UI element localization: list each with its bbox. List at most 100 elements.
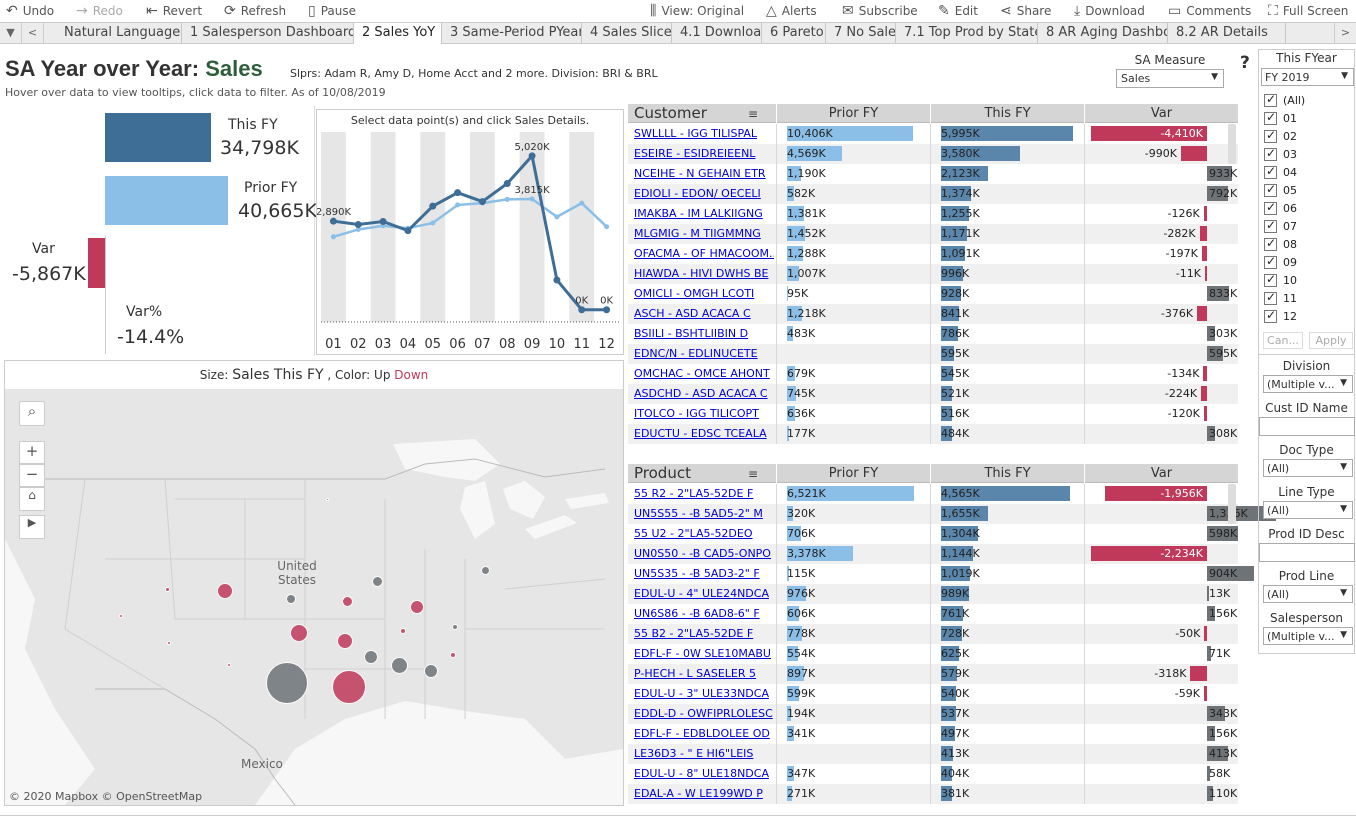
grid-col-header[interactable]: This FY	[930, 464, 1084, 483]
sa-measure-select[interactable]: Sales ▼	[1116, 69, 1224, 88]
var-bar-negative[interactable]	[1190, 666, 1207, 681]
table-row[interactable]: EDUCTU - EDSC TCEALA 177K 484K 308K	[628, 424, 1238, 444]
data-point[interactable]	[354, 221, 362, 229]
prior-fy-bar[interactable]	[787, 526, 801, 541]
var-bar-positive[interactable]	[1207, 646, 1211, 661]
checkbox[interactable]	[1264, 92, 1277, 107]
grid-col-header[interactable]: This FY	[930, 104, 1084, 123]
row-name-link[interactable]: EDDL-D - OWFIPRLOLESC	[634, 707, 773, 720]
var-bar-positive[interactable]	[1207, 326, 1215, 341]
prior-fy-bar[interactable]	[787, 226, 805, 241]
prior-fy-bar[interactable]	[787, 366, 796, 381]
map-circle[interactable]	[119, 614, 123, 618]
var-bar-positive[interactable]	[1207, 746, 1229, 761]
fyear-checkbox-item[interactable]: 05	[1264, 182, 1297, 198]
var-bar-negative[interactable]	[1204, 626, 1207, 641]
sales-map[interactable]: Size: Sales This FY , Color: Up Down	[4, 360, 624, 806]
var-bar-positive[interactable]	[1207, 186, 1228, 201]
table-row[interactable]: UN5S55 - -B 5AD5-2" M 320K 1,655K 1,336K	[628, 504, 1277, 524]
data-point[interactable]	[579, 200, 585, 206]
map-circle[interactable]	[164, 586, 170, 592]
row-name-link[interactable]: EDFL-F - EDBLDOLEE OD	[634, 727, 770, 740]
this-fy-bar[interactable]	[941, 186, 972, 201]
this-fy-bar[interactable]	[941, 246, 965, 261]
checkbox[interactable]	[1264, 164, 1277, 179]
var-bar-negative[interactable]	[1197, 306, 1207, 321]
table-row[interactable]: EDUL-U - 8" ULE18NDCA 347K 404K 58K	[628, 764, 1238, 784]
table-row[interactable]: BSIILI - BSHTLIIBIN D 483K 786K 303K	[628, 324, 1238, 344]
row-name-link[interactable]: SWLLLL - IGG TILISPAL	[634, 127, 758, 140]
data-point[interactable]	[355, 226, 361, 232]
share-button[interactable]: ⋖ Share	[1000, 3, 1051, 19]
redo-button[interactable]: → Redo	[76, 3, 123, 19]
table-row[interactable]: ESEIRE - ESIDREIEENL 4,569K 3,580K -990K	[628, 144, 1238, 164]
data-point[interactable]	[604, 224, 610, 230]
this-fy-bar[interactable]	[941, 306, 960, 321]
data-point[interactable]	[553, 276, 561, 284]
fyear-checkbox-item[interactable]: 01	[1264, 110, 1297, 126]
checkbox[interactable]	[1264, 128, 1277, 143]
row-name-link[interactable]: EDIOLI - EDON/ OECELI	[634, 187, 761, 200]
this-fy-bar[interactable]	[941, 166, 988, 181]
map-circle[interactable]	[337, 633, 353, 649]
row-name-link[interactable]: ASDCHD - ASD ACACA C	[634, 387, 768, 400]
row-name-link[interactable]: ASCH - ASD ACACA C	[634, 307, 751, 320]
table-row[interactable]: EDNC/N - EDLINUCETE 595K 595K	[628, 344, 1238, 364]
this-fy-bar[interactable]	[941, 726, 956, 741]
this-fy-bar[interactable]	[941, 386, 953, 401]
row-name-link[interactable]: EDUL-U - 8" ULE18NDCA	[634, 767, 769, 780]
fyear-checkbox-item[interactable]: 04	[1264, 164, 1297, 180]
filter-select[interactable]: (Multiple v... ▼	[1263, 375, 1353, 393]
row-name-link[interactable]: UN6S86 - -B 6AD8-6" F	[634, 607, 760, 620]
data-point[interactable]	[603, 306, 611, 314]
data-point[interactable]	[430, 220, 436, 226]
checkbox[interactable]	[1264, 308, 1277, 323]
table-row[interactable]: 55 U2 - 2"LA5-52DEO 706K 1,304K 598K	[628, 524, 1239, 544]
prior-fy-bar[interactable]	[787, 566, 790, 581]
subscribe-button[interactable]: ✉ Subscribe	[842, 3, 918, 19]
prior-fy-bar[interactable]	[787, 486, 914, 501]
fyear-checkbox-item[interactable]: 09	[1264, 254, 1297, 270]
fyear-checkbox-item[interactable]: 12	[1264, 308, 1297, 324]
map-circle[interactable]	[167, 641, 171, 645]
pause-button[interactable]: ▯ Pause	[308, 3, 356, 19]
checkbox[interactable]	[1264, 272, 1277, 287]
table-row[interactable]: OMCHAC - OMCE AHONT 679K 545K -134K	[628, 364, 1238, 384]
filter-input[interactable]	[1259, 543, 1355, 562]
prior-fy-bar[interactable]	[787, 766, 794, 781]
map-circle[interactable]	[341, 595, 353, 607]
data-point[interactable]	[379, 217, 387, 225]
table-row[interactable]: IMAKBA - IM LALKIIGNG 1,381K 1,255K -126K	[628, 204, 1238, 224]
var-bar-negative[interactable]	[1199, 226, 1207, 241]
table-row[interactable]: ASDCHD - ASD ACACA C 745K 521K -224K	[628, 384, 1238, 404]
var-bar-negative[interactable]	[1201, 246, 1207, 261]
table-row[interactable]: UN5S35 - -B 5AD3-2" F 115K 1,019K 904K	[628, 564, 1254, 584]
series-line-0[interactable]	[333, 152, 607, 312]
comments-button[interactable]: ▭ Comments	[1168, 3, 1251, 19]
this-fy-bar[interactable]	[941, 546, 974, 561]
home-icon[interactable]: ⌂	[19, 487, 45, 511]
fyear-checkbox-item[interactable]: 08	[1264, 236, 1297, 252]
row-name-link[interactable]: LE36D3 - " E HI6"LEIS	[634, 747, 754, 760]
tab-next-icon[interactable]: >	[1334, 23, 1356, 43]
map-circle[interactable]	[400, 628, 406, 634]
grid-scrollbar[interactable]	[1228, 484, 1236, 524]
this-fy-bar[interactable]	[941, 126, 1073, 141]
table-row[interactable]: EDFL-F - 0W SLE10MABU 554K 625K 71K	[628, 644, 1238, 664]
prior-fy-bar[interactable]	[787, 666, 805, 681]
filter-select[interactable]: (All) ▼	[1263, 585, 1353, 603]
table-row[interactable]: LE36D3 - " E HI6"LEIS 413K 413K	[628, 744, 1238, 764]
grid-col-header[interactable]: Var	[1084, 104, 1238, 123]
row-name-link[interactable]: ESEIRE - ESIDREIEENL	[634, 147, 756, 160]
var-bar-positive[interactable]	[1207, 726, 1216, 741]
zoom-in-icon[interactable]: +	[19, 441, 45, 464]
data-point[interactable]	[554, 214, 560, 220]
row-name-link[interactable]: UN5S55 - -B 5AD5-2" M	[634, 507, 763, 520]
tab-8-ar-aging-dashboard[interactable]: 8 AR Aging Dashboard	[1038, 23, 1168, 43]
tab-menu-icon[interactable]: ▼	[0, 23, 22, 43]
map-circle[interactable]	[290, 624, 308, 642]
checkbox[interactable]	[1264, 110, 1277, 125]
row-name-link[interactable]: MLGMIG - M TIIGMMNG	[634, 227, 761, 240]
this-fy-bar[interactable]	[941, 346, 955, 361]
download-button[interactable]: ⤓ Download	[1074, 3, 1145, 19]
